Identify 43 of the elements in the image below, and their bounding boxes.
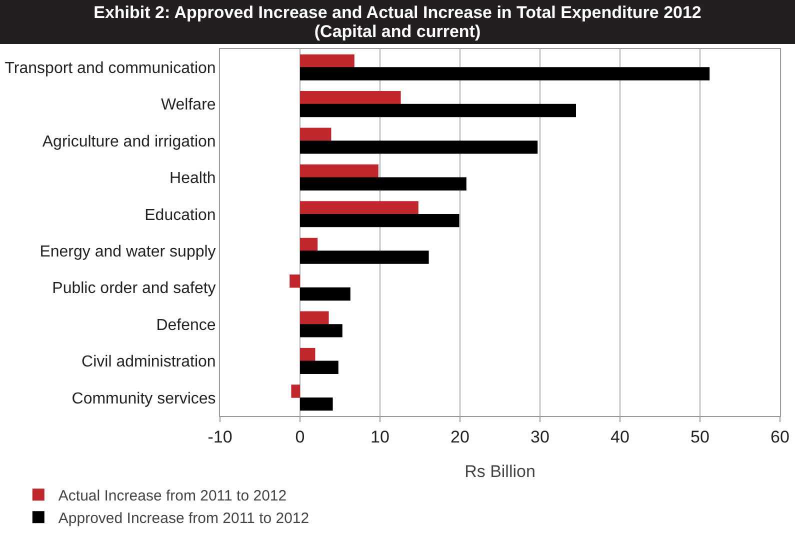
bar (300, 128, 332, 141)
x-tick-label: 20 (450, 427, 470, 446)
y-tick-label: Defence (156, 316, 216, 334)
bar (291, 384, 300, 398)
chart-subtitle: (Capital and current) (313, 22, 482, 41)
y-tick-label: Education (144, 206, 216, 224)
y-tick-label: Community services (72, 390, 216, 408)
bar (300, 397, 333, 411)
bar (300, 201, 418, 214)
bar (300, 214, 460, 228)
y-tick-label: Energy and water supply (40, 243, 216, 260)
bar (300, 287, 350, 301)
bar (300, 54, 354, 68)
bar (290, 274, 300, 288)
x-tick-label: 40 (610, 427, 630, 446)
x-tick-label: 0 (295, 427, 305, 446)
bar (300, 140, 538, 154)
chart-title: Exhibit 2: Approved Increase and Actual Increase in Total Expenditure 2012 (92, 3, 702, 22)
bar (300, 177, 466, 190)
legend-label: Approved Increase from 2011 to 2012 (58, 510, 310, 527)
legend-label: Actual Increase from 2011 to 2012 (58, 487, 287, 504)
x-tick-label: -10 (208, 427, 232, 446)
bar (300, 104, 576, 118)
x-tick-label: 30 (530, 427, 550, 446)
x-axis-title: Rs Billion (464, 462, 536, 481)
bar (300, 67, 710, 80)
bar (300, 238, 318, 252)
x-tick-label: 10 (370, 427, 390, 446)
x-tick-label: 50 (690, 427, 710, 446)
bar (300, 311, 329, 324)
bar (300, 164, 378, 178)
bar (300, 91, 401, 104)
y-tick-label: Civil administration (82, 354, 216, 371)
bar (300, 324, 342, 338)
y-tick-label: Health (170, 170, 216, 188)
bar (300, 348, 316, 362)
y-tick-label: Agriculture and irrigation (42, 133, 216, 150)
y-tick-label: Welfare (160, 96, 216, 114)
bar (300, 360, 338, 374)
x-tick-label: 60 (770, 427, 790, 446)
y-tick-label: Public order and safety (52, 280, 216, 298)
y-tick-label: Transport and communication (4, 60, 216, 77)
bar (300, 250, 429, 264)
